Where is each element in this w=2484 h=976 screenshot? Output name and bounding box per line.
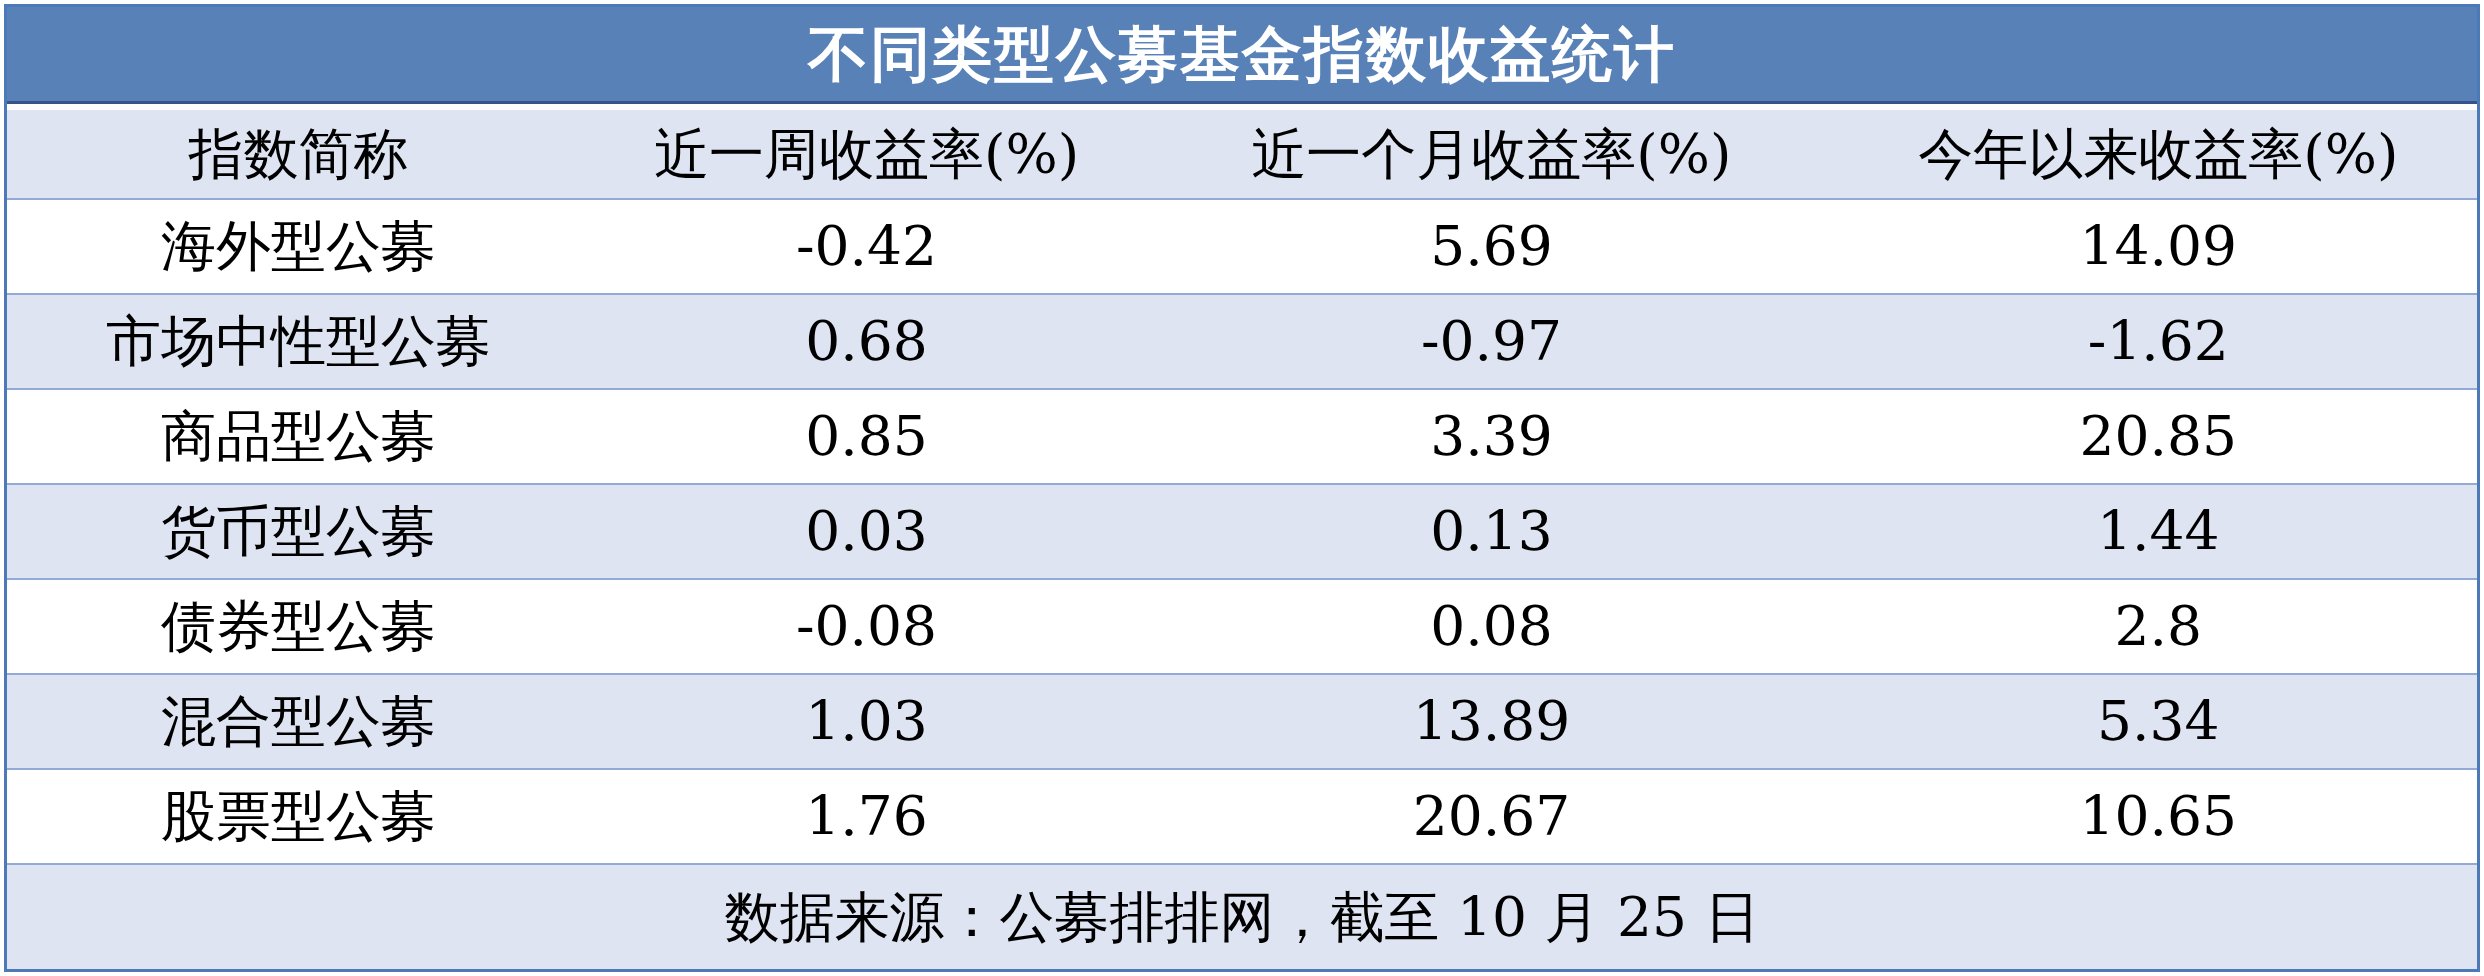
table-row-hybrid: 混合型公募 1.03 13.89 5.34 xyxy=(7,675,2477,770)
table-header-row: 指数简称 近一周收益率(%) 近一个月收益率(%) 今年以来收益率(%) xyxy=(7,110,2477,200)
month-return-cell: -0.97 xyxy=(1143,314,1840,369)
index-name-cell: 市场中性型公募 xyxy=(7,314,590,369)
table-row-commodity: 商品型公募 0.85 3.39 20.85 xyxy=(7,390,2477,485)
data-source-note: 数据来源：公募排排网，截至 10 月 25 日 xyxy=(725,890,1760,945)
month-return-cell: 20.67 xyxy=(1143,789,1840,844)
table-row-money-market: 货币型公募 0.03 0.13 1.44 xyxy=(7,485,2477,580)
ytd-return-cell: 10.65 xyxy=(1840,789,2477,844)
ytd-return-cell: 14.09 xyxy=(1840,219,2477,274)
index-name-cell: 股票型公募 xyxy=(7,789,590,844)
week-return-cell: -0.42 xyxy=(590,219,1143,274)
column-header-index-name: 指数简称 xyxy=(7,127,590,182)
month-return-cell: 3.39 xyxy=(1143,409,1840,464)
index-name-cell: 海外型公募 xyxy=(7,219,590,274)
table-row-equity: 股票型公募 1.76 20.67 10.65 xyxy=(7,770,2477,865)
month-return-cell: 13.89 xyxy=(1143,694,1840,749)
ytd-return-cell: 2.8 xyxy=(1840,599,2477,654)
ytd-return-cell: 5.34 xyxy=(1840,694,2477,749)
ytd-return-cell: -1.62 xyxy=(1840,314,2477,369)
month-return-cell: 5.69 xyxy=(1143,219,1840,274)
week-return-cell: 0.68 xyxy=(590,314,1143,369)
table-footer: 数据来源：公募排排网，截至 10 月 25 日 xyxy=(7,865,2477,969)
table-title: 不同类型公募基金指数收益统计 xyxy=(808,24,1676,84)
table-row-market-neutral: 市场中性型公募 0.68 -0.97 -1.62 xyxy=(7,295,2477,390)
month-return-cell: 0.08 xyxy=(1143,599,1840,654)
column-header-ytd-return: 今年以来收益率(%) xyxy=(1840,127,2477,182)
week-return-cell: 0.85 xyxy=(590,409,1143,464)
fund-index-returns-page: 不同类型公募基金指数收益统计 指数简称 近一周收益率(%) 近一个月收益率(%)… xyxy=(0,0,2484,976)
ytd-return-cell: 1.44 xyxy=(1840,504,2477,559)
fund-index-returns-table: 不同类型公募基金指数收益统计 指数简称 近一周收益率(%) 近一个月收益率(%)… xyxy=(4,4,2480,972)
table-title-bar: 不同类型公募基金指数收益统计 xyxy=(7,7,2477,104)
week-return-cell: 1.76 xyxy=(590,789,1143,844)
index-name-cell: 货币型公募 xyxy=(7,504,590,559)
table-row-overseas: 海外型公募 -0.42 5.69 14.09 xyxy=(7,200,2477,295)
index-name-cell: 商品型公募 xyxy=(7,409,590,464)
index-name-cell: 混合型公募 xyxy=(7,694,590,749)
ytd-return-cell: 20.85 xyxy=(1840,409,2477,464)
index-name-cell: 债券型公募 xyxy=(7,599,590,654)
week-return-cell: 0.03 xyxy=(590,504,1143,559)
month-return-cell: 0.13 xyxy=(1143,504,1840,559)
week-return-cell: 1.03 xyxy=(590,694,1143,749)
column-header-month-return: 近一个月收益率(%) xyxy=(1143,127,1840,182)
column-header-week-return: 近一周收益率(%) xyxy=(590,127,1143,182)
table-row-bond: 债券型公募 -0.08 0.08 2.8 xyxy=(7,580,2477,675)
week-return-cell: -0.08 xyxy=(590,599,1143,654)
